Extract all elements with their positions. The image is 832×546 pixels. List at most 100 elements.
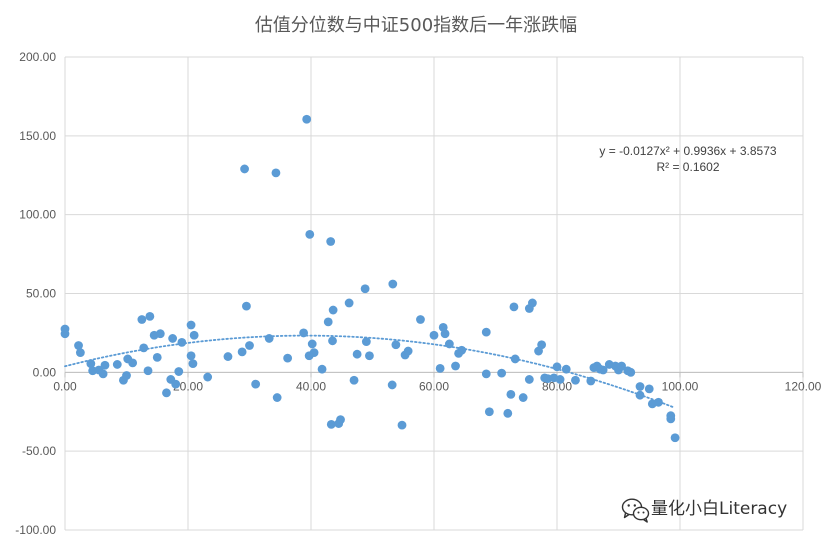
scatter-point — [122, 371, 131, 380]
scatter-point — [654, 397, 663, 407]
scatter-point — [644, 384, 654, 394]
scatter-point — [237, 347, 247, 357]
scatter-point — [168, 334, 178, 343]
wechat-icon — [621, 498, 650, 523]
scatter-point — [365, 351, 374, 361]
scatter-point — [188, 359, 198, 369]
scatter-point — [60, 329, 70, 339]
scatter-point — [245, 341, 254, 350]
scatter-point — [251, 379, 261, 389]
scatter-point — [139, 343, 149, 353]
x-tick-label: 40.00 — [296, 379, 326, 393]
scatter-point — [271, 168, 281, 178]
scatter-point — [361, 337, 371, 346]
scatter-point — [387, 380, 397, 390]
scatter-point — [561, 364, 571, 374]
scatter-point — [510, 354, 520, 364]
scatter-point — [223, 352, 233, 361]
scatter-point — [344, 298, 354, 308]
x-tick-label: 80.00 — [542, 379, 572, 393]
scatter-point — [112, 360, 122, 369]
watermark: 量化小白Literacy — [621, 498, 787, 523]
scatter-point — [635, 382, 645, 391]
scatter-point — [326, 419, 336, 429]
scatter-point — [528, 298, 537, 308]
y-tick-label: 100.00 — [19, 208, 56, 222]
scatter-point — [586, 376, 596, 386]
scatter-point — [509, 302, 519, 312]
scatter-point — [323, 317, 333, 327]
scatter-point — [328, 336, 337, 346]
scatter-point — [98, 369, 108, 379]
scatter-point — [518, 393, 528, 402]
scatter-point — [74, 341, 83, 350]
scatter-point — [503, 408, 513, 418]
scatter-point — [440, 329, 450, 339]
scatter-point — [326, 237, 336, 246]
gridlines — [64, 56, 804, 531]
x-tick-label: 120.00 — [785, 379, 822, 393]
x-tick-label: 0.00 — [53, 379, 77, 393]
watermark-text: 量化小白Literacy — [651, 499, 787, 519]
y-tick-label: 200.00 — [19, 50, 56, 64]
scatter-point — [309, 348, 319, 358]
scatter-point — [552, 362, 562, 372]
scatter-point — [457, 345, 467, 355]
scatter-point — [360, 284, 370, 294]
y-tick-label: -50.00 — [22, 444, 56, 458]
scatter-point — [444, 339, 454, 349]
scatter-point — [451, 361, 460, 371]
scatter-point — [435, 363, 445, 373]
scatter-point — [143, 366, 153, 376]
x-tick-label: 20.00 — [173, 379, 203, 393]
trendline-equation-text: y = -0.0127x² + 0.9936x + 3.8573 — [599, 144, 776, 158]
scatter-point — [328, 305, 338, 315]
scatter-point — [75, 348, 85, 358]
scatter-point — [481, 369, 491, 379]
scatter-point — [497, 368, 507, 378]
axes: 0.00 20.00 40.00 60.00 80.00 100.00 120.00 200.… — [15, 50, 821, 537]
scatter-point — [670, 433, 680, 443]
trendline-r2-text: R² = 0.1602 — [656, 160, 719, 174]
scatter-point — [302, 114, 312, 124]
scatter-point — [128, 358, 138, 368]
scatter-point — [272, 393, 282, 402]
scatter-point — [626, 367, 636, 377]
x-tick-label: 100.00 — [662, 379, 699, 393]
y-tick-label: -100.00 — [15, 523, 56, 537]
scatter-point — [317, 364, 327, 374]
scatter-point — [571, 375, 580, 385]
scatter-point — [416, 315, 425, 324]
scatter-point — [155, 329, 165, 339]
scatter-point — [186, 320, 196, 330]
y-tick-label: 50.00 — [26, 287, 56, 301]
scatter-point — [388, 279, 398, 289]
scatter-point — [403, 346, 413, 356]
scatter-point — [162, 388, 171, 398]
scatter-point — [242, 301, 251, 311]
scatter-point — [481, 327, 491, 337]
scatter-point — [174, 367, 184, 376]
trendline-equation: y = -0.0127x² + 0.9936x + 3.8573 R² = 0.… — [599, 144, 776, 174]
scatter-point — [307, 339, 317, 349]
scatter-point — [349, 375, 359, 385]
scatter-point — [203, 372, 213, 382]
trendline-layer — [64, 334, 675, 409]
scatter-point — [299, 328, 309, 338]
scatter-point — [186, 351, 196, 361]
scatter-point — [635, 390, 645, 400]
scatter-point — [555, 375, 565, 384]
scatter-point — [484, 407, 494, 417]
scatter-point — [352, 349, 362, 359]
scatter-point — [189, 330, 199, 340]
scatter-point — [506, 390, 516, 399]
scatter-point — [429, 330, 439, 340]
scatter-point — [391, 340, 401, 350]
scatter-point — [305, 229, 315, 239]
scatter-point — [397, 420, 407, 430]
scatter-point — [524, 375, 534, 384]
chart-title: 估值分位数与中证500指数后一年涨跌幅 — [255, 15, 577, 36]
scatter-point — [145, 311, 155, 321]
scatter-point — [86, 359, 96, 369]
